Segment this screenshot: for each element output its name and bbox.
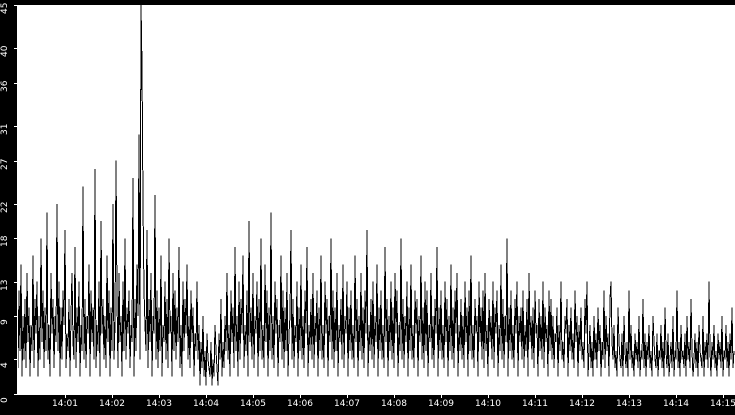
x-tick-mark [394, 394, 395, 398]
x-tick-label: 14:02 [99, 399, 125, 409]
y-tick-label: 22 [0, 201, 10, 213]
y-tick-label: 31 [0, 123, 10, 136]
x-tick-label: 14:15 [710, 399, 735, 409]
y-tick-mark [14, 83, 18, 84]
x-tick-mark [347, 394, 348, 398]
x-tick-label: 14:14 [663, 399, 689, 409]
plot-area [18, 5, 735, 394]
y-tick-mark [14, 359, 18, 360]
x-tick-label: 14:10 [475, 399, 501, 409]
x-tick-mark [629, 394, 630, 398]
x-axis-line [18, 394, 735, 395]
y-tick-mark [14, 394, 18, 395]
data-series-line [18, 5, 735, 386]
y-tick-mark [14, 282, 18, 283]
x-tick-mark [112, 394, 113, 398]
y-tick-label: 36 [0, 80, 10, 92]
x-tick-mark [159, 394, 160, 398]
y-tick-label: 9 [0, 319, 10, 326]
y-tick-mark [14, 5, 18, 6]
y-tick-label: 45 [0, 2, 10, 14]
x-tick-label: 14:13 [616, 399, 642, 409]
y-tick-label: 18 [0, 235, 10, 248]
x-tick-label: 14:07 [334, 399, 360, 409]
y-tick-label: 13 [0, 279, 10, 291]
y-tick-label: 27 [0, 158, 10, 170]
y-tick-mark [14, 204, 18, 205]
x-tick-mark [253, 394, 254, 398]
x-tick-label: 14:12 [569, 399, 595, 409]
x-tick-label: 14:09 [428, 399, 454, 409]
y-tick-mark [14, 126, 18, 127]
y-tick-label: 4 [0, 362, 10, 369]
x-tick-mark [676, 394, 677, 398]
y-tick-mark [14, 161, 18, 162]
x-tick-mark [65, 394, 66, 398]
x-tick-label: 14:08 [381, 399, 407, 409]
x-tick-mark [488, 394, 489, 398]
x-tick-mark [206, 394, 207, 398]
x-tick-label: 14:03 [146, 399, 172, 409]
x-tick-label: 14:06 [287, 399, 313, 409]
y-tick-label: 40 [0, 45, 10, 58]
x-tick-mark [582, 394, 583, 398]
x-tick-mark [300, 394, 301, 398]
x-tick-label: 14:04 [193, 399, 219, 409]
x-tick-mark [723, 394, 724, 398]
y-tick-label: 0 [0, 397, 10, 403]
x-tick-label: 14:05 [240, 399, 266, 409]
y-axis-line [17, 5, 18, 395]
y-tick-mark [14, 316, 18, 317]
x-tick-mark [441, 394, 442, 398]
x-tick-label: 14:01 [52, 399, 78, 409]
y-tick-mark [14, 48, 18, 49]
y-tick-mark [14, 238, 18, 239]
x-tick-mark [535, 394, 536, 398]
x-tick-label: 14:11 [522, 399, 548, 409]
